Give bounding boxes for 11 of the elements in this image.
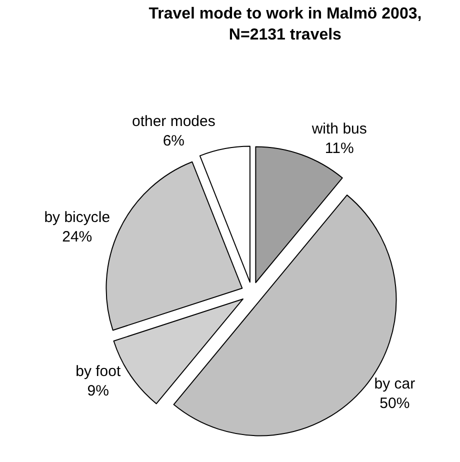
data-label: 24%: [62, 228, 92, 246]
chart-title: Travel mode to work in Malmö 2003, N=2131 travels: [148, 5, 422, 44]
slice-label: by bicycle: [44, 208, 110, 226]
slice-label: by car: [374, 376, 416, 393]
slice-label: with bus: [310, 120, 367, 138]
data-label: 9%: [87, 382, 109, 400]
slice-label: by foot: [76, 362, 122, 380]
data-label: 11%: [324, 140, 354, 157]
data-label: 6%: [162, 132, 185, 150]
data-label: 50%: [380, 395, 410, 412]
slice-label: other modes: [132, 112, 216, 130]
